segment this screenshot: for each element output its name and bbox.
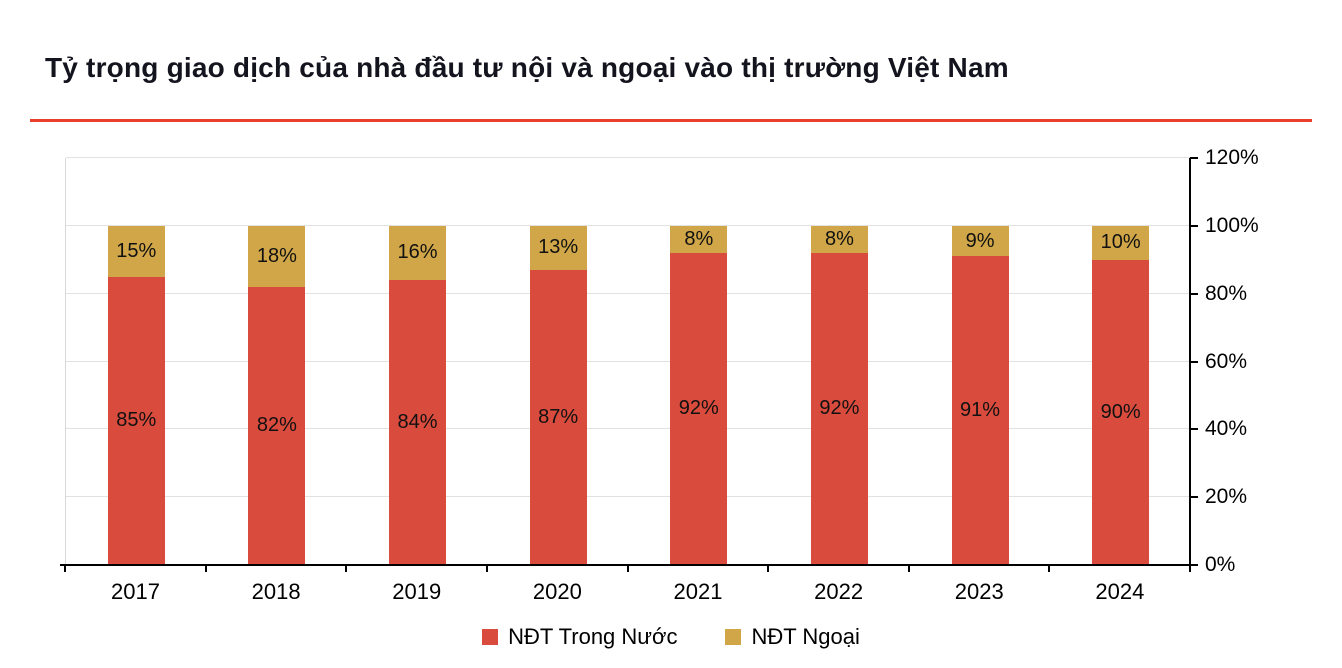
y-tick-label: 20%: [1205, 485, 1248, 509]
legend-item-foreign: NĐT Ngoại: [725, 624, 860, 650]
bar-value-label: 18%: [256, 244, 297, 267]
x-axis-category-label: 2017: [111, 579, 160, 604]
x-axis-category-label: 2023: [954, 579, 1004, 604]
y-tick-mark: [1190, 292, 1198, 295]
bar-value-label: 85%: [116, 409, 157, 432]
bar-segment-domestic: 92%: [670, 252, 728, 565]
x-tick-mark: [485, 566, 488, 572]
x-axis-category-label: 2024: [1095, 579, 1145, 604]
legend-swatch-domestic: [482, 629, 499, 645]
x-tick-mark: [626, 566, 629, 572]
bar-segment-domestic: 87%: [529, 269, 587, 565]
bar-value-label: 13%: [538, 236, 579, 259]
gridline: [66, 428, 1190, 430]
y-tick-mark: [1190, 564, 1198, 566]
y-tick-label: 120%: [1205, 146, 1259, 169]
bar-segment-foreign: 13%: [529, 225, 587, 270]
y-tick-label: 80%: [1205, 281, 1248, 305]
bar-segment-domestic: 90%: [1092, 259, 1150, 565]
x-tick-mark: [345, 566, 348, 572]
gridline: [66, 157, 1190, 158]
gridline: [66, 292, 1190, 294]
legend-item-domestic: NĐT Trong Nước: [482, 624, 677, 650]
bar-segment-foreign: 9%: [951, 225, 1009, 257]
y-tick-mark: [1190, 496, 1198, 499]
bar-segment-domestic: 92%: [810, 252, 868, 565]
bar-segment-foreign: 10%: [1092, 225, 1150, 260]
bar-segment-domestic: 84%: [389, 280, 447, 565]
gridline: [66, 496, 1190, 498]
x-tick-mark: [907, 566, 910, 572]
x-tick-mark: [767, 566, 770, 572]
bar-value-label: 8%: [824, 227, 854, 250]
legend-swatch-foreign: [725, 629, 742, 645]
y-tick-label: 100%: [1205, 213, 1259, 237]
x-tick-mark: [1189, 566, 1191, 572]
y-tick-mark: [1190, 360, 1198, 363]
x-axis-category-label: 2020: [532, 579, 582, 604]
bar-value-label: 10%: [1100, 231, 1141, 254]
x-tick-mark: [1048, 566, 1051, 572]
bar-segment-foreign: 16%: [389, 225, 447, 281]
bar-value-label: 92%: [819, 397, 860, 420]
y-tick-label: 60%: [1205, 349, 1248, 373]
bar-value-label: 90%: [1100, 400, 1141, 423]
y-tick-label: 40%: [1205, 417, 1248, 441]
legend-label: NĐT Ngoại: [751, 624, 860, 649]
x-tick-mark: [204, 566, 207, 572]
bar-segment-domestic: 82%: [248, 286, 306, 565]
bar-segment-domestic: 91%: [951, 256, 1009, 565]
chart-title: Tỷ trọng giao dịch của nhà đầu tư nội và…: [45, 52, 1009, 83]
bar-value-label: 15%: [116, 239, 157, 262]
bar-segment-foreign: 18%: [248, 225, 306, 287]
x-axis-category-label: 2021: [673, 579, 723, 604]
bar-value-label: 9%: [965, 229, 995, 252]
plot-area: 85% 15% 82% 18% 84% 16% 87% 13% 92% 8% 92% 8% 91% 9% 9…: [60, 157, 1191, 566]
bar-segment-foreign: 8%: [810, 225, 868, 253]
legend-label: NĐT Trong Nước: [508, 624, 678, 649]
bar-value-label: 92%: [678, 397, 719, 420]
legend: NĐT Trong Nước NĐT Ngoại: [0, 624, 1342, 650]
x-axis-line: [60, 564, 1190, 566]
bar-segment-foreign: 15%: [107, 225, 165, 277]
x-axis-category-label: 2018: [251, 579, 301, 604]
y-tick-mark: [1190, 224, 1198, 227]
x-axis-category-label: 2019: [392, 579, 442, 604]
bar-value-label: 8%: [684, 227, 714, 250]
bar-segment-foreign: 8%: [670, 225, 728, 253]
y-tick-mark: [1190, 157, 1198, 159]
title-divider: [30, 119, 1312, 122]
gridline: [66, 360, 1190, 362]
y-tick-mark: [1190, 428, 1198, 431]
bar-value-label: 87%: [538, 405, 579, 428]
bar-segment-domestic: 85%: [107, 276, 165, 565]
bar-value-label: 16%: [397, 241, 438, 264]
y-tick-label: 0%: [1205, 553, 1236, 576]
bar-value-label: 84%: [397, 411, 438, 434]
gridline: [66, 224, 1190, 226]
bar-value-label: 82%: [256, 414, 297, 437]
bar-value-label: 91%: [960, 399, 1001, 422]
x-tick-mark: [64, 566, 66, 572]
x-axis-category-label: 2022: [814, 579, 864, 604]
